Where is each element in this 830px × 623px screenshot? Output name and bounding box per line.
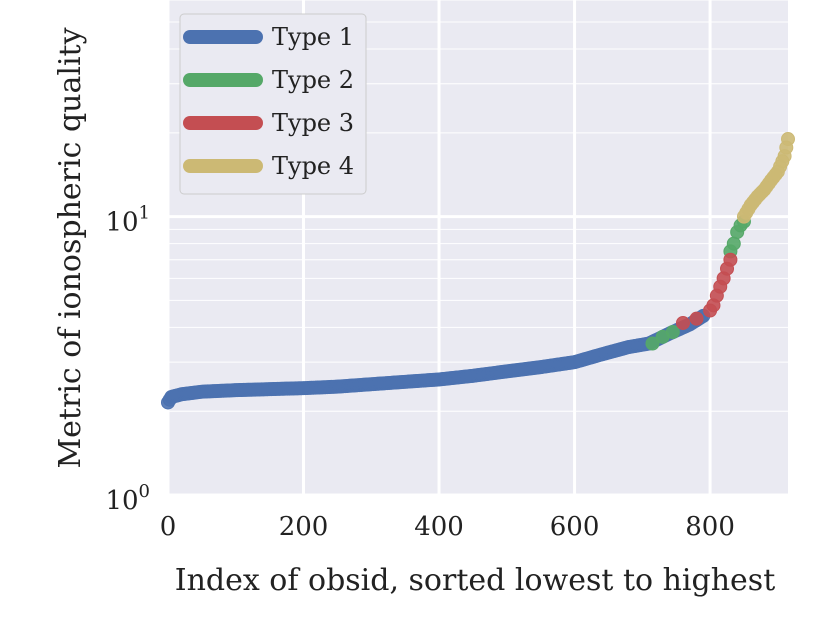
y-tick-label: 101	[105, 203, 150, 238]
x-axis-label: Index of obsid, sorted lowest to highest	[175, 563, 776, 598]
y-axis-label: Metric of ionospheric quality	[53, 27, 88, 468]
data-point	[675, 315, 690, 330]
series-type-1	[161, 308, 711, 410]
x-tick-label: 200	[279, 512, 329, 542]
legend-box	[179, 13, 367, 195]
data-point	[723, 252, 738, 267]
data-point	[726, 236, 741, 251]
x-tick-label: 800	[685, 512, 735, 542]
x-tick-labels: 0 200 400 600 800	[160, 512, 735, 542]
series-layer	[161, 132, 795, 410]
y-tick-label: 100	[105, 481, 150, 516]
legend-label: Type 2	[272, 66, 354, 94]
y-tick-labels: 100 101	[105, 203, 150, 516]
legend-items: Type 1 Type 2 Type 3 Type 4	[183, 23, 354, 180]
legend-label: Type 1	[272, 23, 354, 51]
legend-label: Type 4	[272, 152, 354, 180]
data-point	[775, 154, 790, 169]
x-tick-label: 400	[414, 512, 464, 542]
legend: Type 1 Type 2 Type 3 Type 4	[179, 13, 367, 195]
x-tick-label: 600	[550, 512, 600, 542]
series-type-4	[736, 132, 795, 224]
data-point	[779, 140, 794, 155]
x-tick-label: 0	[160, 512, 177, 542]
data-point	[665, 325, 680, 340]
data-point	[689, 311, 704, 326]
legend-label: Type 3	[272, 109, 354, 137]
data-point	[645, 336, 660, 351]
series-type-3	[675, 252, 738, 330]
